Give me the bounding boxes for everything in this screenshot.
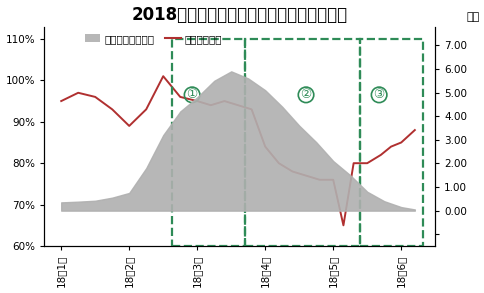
Bar (171, 39, 244, 246)
Text: ②: ② (300, 88, 311, 101)
Title: 2018年上半年辛醇周度开工与社会库存模型: 2018年上半年辛醇周度开工与社会库存模型 (131, 6, 347, 23)
Legend: 辛醇库存（右轴）, 辛醇周度开工: 辛醇库存（右轴）, 辛醇周度开工 (80, 30, 226, 48)
Y-axis label: 万吨: 万吨 (465, 12, 479, 22)
Text: ③: ③ (373, 88, 384, 101)
Bar (244, 39, 360, 246)
Text: ①: ① (186, 88, 197, 101)
Bar (360, 39, 423, 246)
